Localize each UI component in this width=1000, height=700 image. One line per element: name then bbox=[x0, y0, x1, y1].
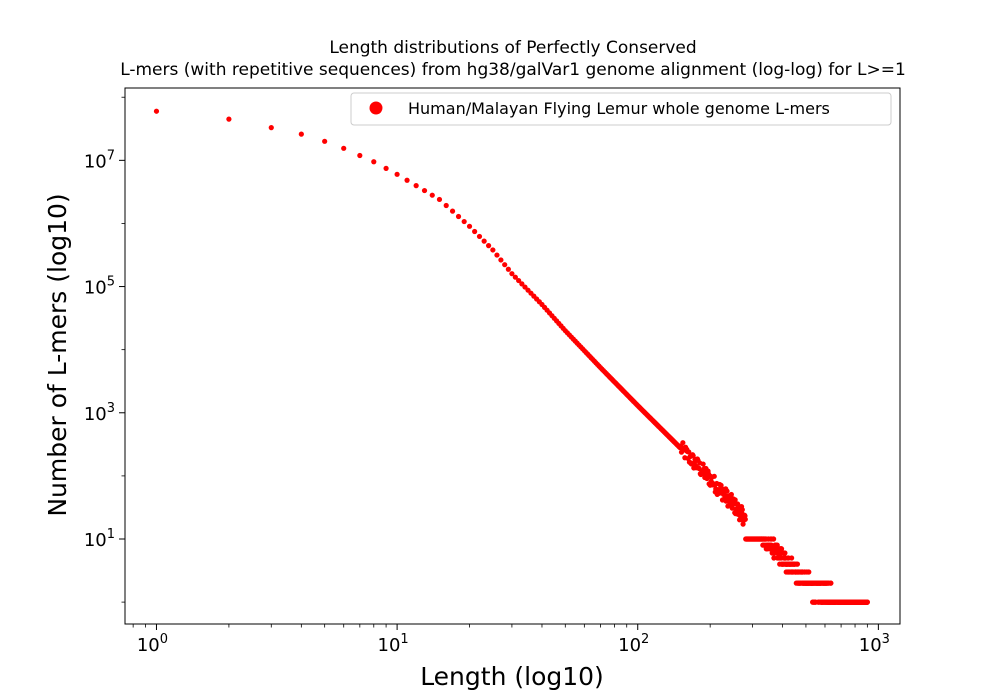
x-tick-label: 103 bbox=[859, 632, 890, 656]
data-point bbox=[794, 561, 801, 567]
data-point bbox=[742, 516, 748, 522]
chart-title-line-1: Length distributions of Perfectly Conser… bbox=[329, 38, 696, 58]
data-point bbox=[494, 252, 500, 258]
data-point bbox=[509, 271, 515, 277]
data-point bbox=[680, 440, 686, 446]
x-tick-label: 100 bbox=[137, 632, 168, 656]
data-point bbox=[771, 536, 777, 542]
data-point bbox=[711, 473, 717, 479]
data-point bbox=[728, 491, 734, 498]
data-point bbox=[461, 218, 467, 225]
data-point bbox=[449, 208, 456, 214]
x-tick-label: 102 bbox=[618, 632, 649, 656]
data-point bbox=[778, 546, 785, 552]
data-point bbox=[455, 213, 462, 220]
data-point bbox=[729, 505, 735, 511]
y-tick-label: 107 bbox=[84, 148, 115, 172]
data-point bbox=[413, 183, 419, 189]
x-tick-label: 101 bbox=[378, 632, 409, 656]
data-point bbox=[739, 507, 745, 513]
data-point bbox=[268, 125, 274, 131]
data-point bbox=[771, 555, 777, 561]
legend: Human/Malayan Flying Lemur whole genome … bbox=[350, 92, 892, 126]
data-point bbox=[153, 108, 160, 114]
data-point bbox=[371, 159, 377, 165]
data-point bbox=[357, 152, 363, 159]
data-point bbox=[519, 281, 525, 287]
data-point bbox=[789, 555, 795, 561]
legend-marker bbox=[369, 101, 383, 115]
data-point bbox=[226, 116, 232, 122]
plot-area-frame bbox=[124, 87, 901, 625]
data-point bbox=[472, 228, 478, 235]
data-point bbox=[322, 138, 328, 144]
data-point bbox=[686, 449, 692, 455]
data-point bbox=[864, 599, 870, 605]
data-point bbox=[512, 274, 518, 280]
data-point bbox=[476, 233, 483, 240]
data-point bbox=[341, 145, 347, 151]
data-point bbox=[732, 497, 738, 503]
data-point bbox=[404, 177, 410, 183]
data-point bbox=[502, 262, 508, 268]
data-point bbox=[516, 277, 522, 284]
data-point bbox=[828, 580, 834, 586]
x-axis-ticks: 100 101 102 103 bbox=[132, 624, 890, 656]
data-point bbox=[505, 266, 511, 272]
y-axis-ticks: 101 103 105 107 bbox=[84, 96, 125, 603]
data-point bbox=[700, 461, 706, 467]
data-point bbox=[490, 247, 496, 253]
y-tick-label: 105 bbox=[84, 275, 115, 299]
data-point bbox=[498, 257, 504, 263]
data-point bbox=[485, 243, 492, 249]
data-point bbox=[466, 223, 473, 229]
data-point bbox=[298, 131, 304, 137]
data-point bbox=[421, 187, 428, 194]
legend-box bbox=[350, 92, 892, 126]
data-point bbox=[429, 192, 435, 198]
data-point bbox=[782, 550, 788, 556]
data-point bbox=[383, 165, 389, 171]
y-tick-label: 101 bbox=[84, 527, 115, 551]
chart-title-line-2: L-mers (with repetitive sequences) from … bbox=[120, 60, 906, 80]
data-points bbox=[153, 108, 870, 605]
data-point bbox=[443, 202, 449, 209]
y-axis-label: Number of L-mers (log10) bbox=[43, 193, 72, 516]
data-point bbox=[394, 171, 400, 177]
x-axis-label: Length (log10) bbox=[420, 662, 604, 691]
data-point bbox=[436, 196, 443, 203]
data-point bbox=[724, 488, 730, 494]
data-point bbox=[481, 238, 487, 244]
data-point bbox=[806, 569, 812, 575]
y-tick-label: 103 bbox=[84, 401, 115, 425]
legend-label: Human/Malayan Flying Lemur whole genome … bbox=[408, 99, 830, 118]
